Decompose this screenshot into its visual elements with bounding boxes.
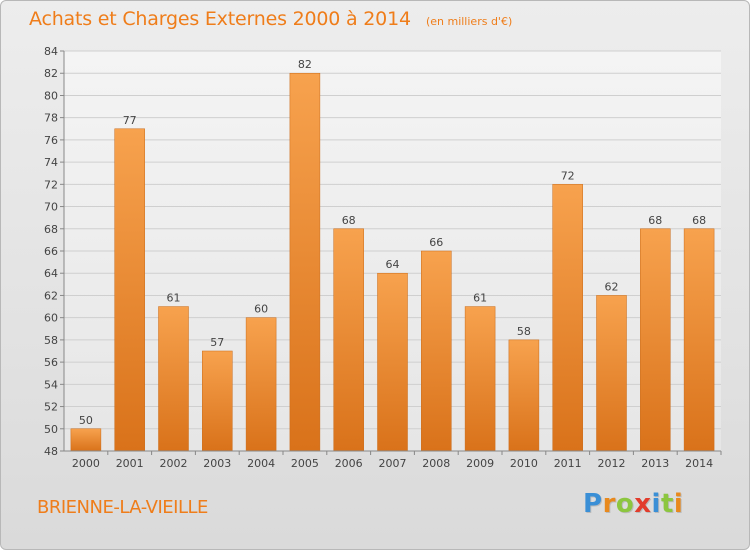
y-tick-label: 72 bbox=[44, 178, 58, 191]
y-tick-label: 56 bbox=[44, 356, 58, 369]
x-tick-label: 2007 bbox=[379, 457, 407, 470]
y-tick-label: 66 bbox=[44, 245, 58, 258]
data-label: 68 bbox=[692, 214, 706, 227]
chart-title: Achats et Charges Externes 2000 à 2014 bbox=[29, 8, 411, 30]
y-tick-label: 68 bbox=[44, 223, 58, 236]
data-label: 61 bbox=[473, 292, 487, 305]
bar-2009 bbox=[464, 306, 496, 452]
x-tick-label: 2003 bbox=[203, 457, 231, 470]
y-tick-label: 60 bbox=[44, 312, 58, 325]
chart-unit: (en milliers d'€) bbox=[425, 15, 513, 28]
data-labels: 50 77 61 57 60 82 68 64 66 61 58 72 62 68 68 bbox=[79, 58, 706, 427]
x-axis: 2000 2001 2002 2003 2004 2005 2006 2007 2008 2009… bbox=[64, 450, 722, 470]
data-label: 62 bbox=[605, 280, 619, 293]
data-label: 50 bbox=[79, 414, 93, 427]
bar-2008 bbox=[421, 250, 452, 452]
y-axis: 48 50 52 54 56 58 60 62 64 66 68 70 72 74 76 78 80 82 84 bbox=[44, 45, 65, 458]
x-tick-label: 2008 bbox=[422, 457, 450, 470]
x-tick-label: 2012 bbox=[598, 457, 626, 470]
bar-2006 bbox=[333, 228, 364, 452]
commune-name: BRIENNE-LA-VIEILLE bbox=[37, 497, 208, 518]
bar-2012 bbox=[596, 295, 627, 452]
y-tick-label: 50 bbox=[44, 423, 58, 436]
bar-2000 bbox=[70, 428, 102, 452]
bar-2002 bbox=[158, 306, 189, 452]
data-label: 60 bbox=[254, 303, 268, 316]
y-tick-label: 84 bbox=[44, 45, 58, 58]
data-label: 57 bbox=[210, 336, 224, 349]
data-label: 77 bbox=[123, 114, 137, 127]
data-label: 72 bbox=[561, 169, 575, 182]
bar-2011 bbox=[552, 184, 583, 452]
bar-2013 bbox=[640, 228, 671, 452]
chart-title-row: Achats et Charges Externes 2000 à 2014 (… bbox=[29, 8, 512, 30]
bar-2003 bbox=[202, 350, 233, 452]
y-tick-label: 82 bbox=[44, 67, 58, 80]
y-tick-label: 80 bbox=[44, 89, 58, 102]
bar-2014 bbox=[683, 228, 715, 452]
y-tick-label: 48 bbox=[44, 445, 58, 458]
logo-letter: x bbox=[634, 489, 652, 519]
data-label: 64 bbox=[386, 258, 400, 271]
x-tick-label: 2000 bbox=[72, 457, 100, 470]
y-tick-label: 52 bbox=[44, 401, 58, 414]
x-tick-label: 2014 bbox=[685, 457, 713, 470]
x-tick-label: 2004 bbox=[247, 457, 275, 470]
bar-2007 bbox=[377, 272, 408, 452]
x-tick-label: 2001 bbox=[116, 457, 144, 470]
logo-letter: i bbox=[673, 489, 684, 519]
y-tick-label: 64 bbox=[44, 267, 58, 280]
data-label: 68 bbox=[342, 214, 356, 227]
y-tick-label: 76 bbox=[44, 134, 58, 147]
x-tick-label: 2010 bbox=[510, 457, 538, 470]
logo-letter: o bbox=[615, 489, 635, 519]
bar-2001 bbox=[114, 128, 145, 452]
y-tick-label: 70 bbox=[44, 201, 58, 214]
data-label: 58 bbox=[517, 325, 531, 338]
data-label: 61 bbox=[167, 292, 181, 305]
logo-letter: P bbox=[583, 489, 603, 519]
data-label: 66 bbox=[429, 236, 443, 249]
logo-letter: r bbox=[602, 489, 616, 519]
x-tick-label: 2011 bbox=[554, 457, 582, 470]
x-tick-label: 2009 bbox=[466, 457, 494, 470]
bars bbox=[70, 72, 715, 452]
y-tick-label: 74 bbox=[44, 156, 58, 169]
x-tick-label: 2006 bbox=[335, 457, 363, 470]
proxiti-logo: Proxiti bbox=[583, 489, 683, 519]
x-tick-label: 2005 bbox=[291, 457, 319, 470]
bar-2004 bbox=[245, 317, 277, 452]
data-label: 82 bbox=[298, 58, 312, 71]
data-label: 68 bbox=[648, 214, 662, 227]
y-tick-label: 62 bbox=[44, 289, 58, 302]
logo-letter: i bbox=[651, 489, 661, 519]
y-tick-label: 58 bbox=[44, 334, 58, 347]
bar-2010 bbox=[508, 339, 540, 452]
x-tick-label: 2002 bbox=[160, 457, 188, 470]
y-tick-label: 78 bbox=[44, 112, 58, 125]
y-tick-label: 54 bbox=[44, 378, 58, 391]
bar-2005 bbox=[289, 72, 321, 452]
x-tick-label: 2013 bbox=[641, 457, 669, 470]
logo-letter: t bbox=[660, 489, 674, 519]
